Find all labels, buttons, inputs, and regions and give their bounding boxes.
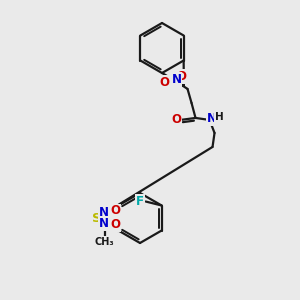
Text: O: O	[172, 113, 182, 126]
Text: O: O	[160, 76, 170, 89]
Text: CH₃: CH₃	[95, 237, 115, 247]
Text: N: N	[99, 206, 109, 219]
Text: N: N	[172, 74, 182, 86]
Text: O: O	[110, 205, 120, 218]
Text: N: N	[99, 217, 109, 230]
Text: S: S	[92, 212, 101, 224]
Text: N: N	[206, 112, 217, 125]
Text: O: O	[177, 70, 187, 83]
Text: F: F	[136, 195, 144, 208]
Text: O: O	[110, 218, 120, 232]
Text: H: H	[215, 112, 224, 122]
